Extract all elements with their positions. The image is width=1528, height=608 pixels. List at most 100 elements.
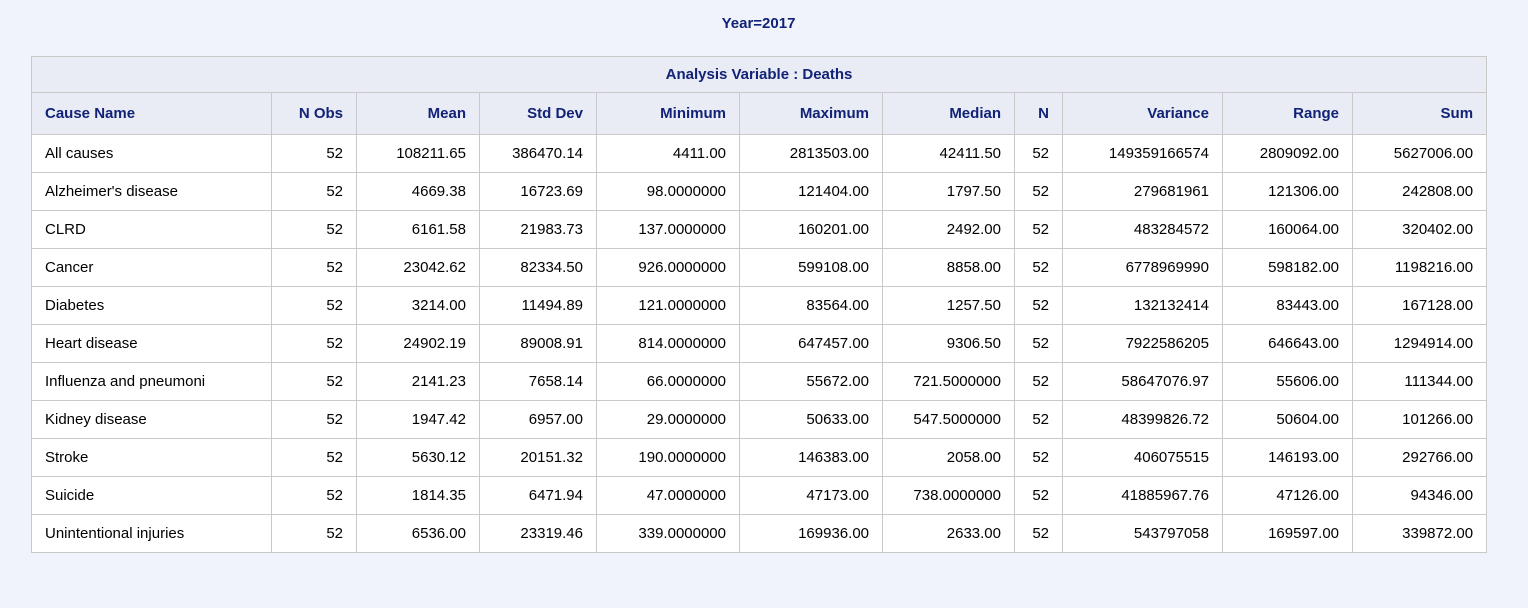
stat-value-cell: 52 xyxy=(272,401,357,439)
table-row: Heart disease5224902.1989008.91814.00000… xyxy=(32,325,1487,363)
col-header-variance: Variance xyxy=(1063,93,1223,135)
stat-value-cell: 339872.00 xyxy=(1353,515,1487,553)
stat-value-cell: 48399826.72 xyxy=(1063,401,1223,439)
proc-means-table: Analysis Variable : Deaths Cause NameN O… xyxy=(31,56,1487,553)
stat-value-cell: 2141.23 xyxy=(357,363,480,401)
sas-results-page: Year=2017 Analysis Variable : Deaths Cau… xyxy=(0,0,1528,608)
stat-value-cell: 111344.00 xyxy=(1353,363,1487,401)
stat-value-cell: 108211.65 xyxy=(357,135,480,173)
stat-value-cell: 160201.00 xyxy=(740,211,883,249)
cause-name-cell: Unintentional injuries xyxy=(32,515,272,553)
stat-value-cell: 47173.00 xyxy=(740,477,883,515)
stat-value-cell: 66.0000000 xyxy=(597,363,740,401)
stat-value-cell: 598182.00 xyxy=(1223,249,1353,287)
stat-value-cell: 547.5000000 xyxy=(883,401,1015,439)
stat-value-cell: 543797058 xyxy=(1063,515,1223,553)
stat-value-cell: 279681961 xyxy=(1063,173,1223,211)
stat-value-cell: 2058.00 xyxy=(883,439,1015,477)
stat-value-cell: 4411.00 xyxy=(597,135,740,173)
table-row: Cancer5223042.6282334.50926.000000059910… xyxy=(32,249,1487,287)
stat-value-cell: 6957.00 xyxy=(480,401,597,439)
table-row: Unintentional injuries526536.0023319.463… xyxy=(32,515,1487,553)
stat-value-cell: 146193.00 xyxy=(1223,439,1353,477)
stat-value-cell: 52 xyxy=(1015,287,1063,325)
stat-value-cell: 52 xyxy=(1015,439,1063,477)
stat-value-cell: 52 xyxy=(1015,515,1063,553)
stat-value-cell: 1257.50 xyxy=(883,287,1015,325)
cause-name-cell: Influenza and pneumoni xyxy=(32,363,272,401)
stat-value-cell: 386470.14 xyxy=(480,135,597,173)
stat-value-cell: 926.0000000 xyxy=(597,249,740,287)
cause-name-cell: Cancer xyxy=(32,249,272,287)
stat-value-cell: 21983.73 xyxy=(480,211,597,249)
stat-value-cell: 52 xyxy=(272,135,357,173)
stat-value-cell: 190.0000000 xyxy=(597,439,740,477)
stat-value-cell: 52 xyxy=(272,325,357,363)
cause-name-cell: Alzheimer's disease xyxy=(32,173,272,211)
col-header-median: Median xyxy=(883,93,1015,135)
stat-value-cell: 82334.50 xyxy=(480,249,597,287)
stat-value-cell: 83443.00 xyxy=(1223,287,1353,325)
stat-value-cell: 814.0000000 xyxy=(597,325,740,363)
stat-value-cell: 83564.00 xyxy=(740,287,883,325)
stat-value-cell: 160064.00 xyxy=(1223,211,1353,249)
column-header-row: Cause NameN ObsMeanStd DevMinimumMaximum… xyxy=(32,93,1487,135)
stat-value-cell: 50633.00 xyxy=(740,401,883,439)
stat-value-cell: 2492.00 xyxy=(883,211,1015,249)
stat-value-cell: 52 xyxy=(272,439,357,477)
col-header-n: N xyxy=(1015,93,1063,135)
stat-value-cell: 242808.00 xyxy=(1353,173,1487,211)
stat-value-cell: 1947.42 xyxy=(357,401,480,439)
stat-value-cell: 24902.19 xyxy=(357,325,480,363)
stat-value-cell: 320402.00 xyxy=(1353,211,1487,249)
stat-value-cell: 42411.50 xyxy=(883,135,1015,173)
table-row: Stroke525630.1220151.32190.0000000146383… xyxy=(32,439,1487,477)
table-row: Kidney disease521947.426957.0029.0000000… xyxy=(32,401,1487,439)
table-row: CLRD526161.5821983.73137.0000000160201.0… xyxy=(32,211,1487,249)
stat-value-cell: 6536.00 xyxy=(357,515,480,553)
col-header-range: Range xyxy=(1223,93,1353,135)
stat-value-cell: 2813503.00 xyxy=(740,135,883,173)
stat-value-cell: 52 xyxy=(1015,477,1063,515)
stat-value-cell: 55672.00 xyxy=(740,363,883,401)
stat-value-cell: 167128.00 xyxy=(1353,287,1487,325)
stat-value-cell: 1198216.00 xyxy=(1353,249,1487,287)
col-header-minimum: Minimum xyxy=(597,93,740,135)
stat-value-cell: 52 xyxy=(1015,401,1063,439)
stat-value-cell: 52 xyxy=(1015,211,1063,249)
stat-value-cell: 121404.00 xyxy=(740,173,883,211)
table-row: All causes52108211.65386470.144411.00281… xyxy=(32,135,1487,173)
table-row: Alzheimer's disease524669.3816723.6998.0… xyxy=(32,173,1487,211)
cause-name-cell: CLRD xyxy=(32,211,272,249)
stat-value-cell: 721.5000000 xyxy=(883,363,1015,401)
stat-value-cell: 47.0000000 xyxy=(597,477,740,515)
stat-value-cell: 137.0000000 xyxy=(597,211,740,249)
stat-value-cell: 55606.00 xyxy=(1223,363,1353,401)
stat-value-cell: 23042.62 xyxy=(357,249,480,287)
caption-row: Analysis Variable : Deaths xyxy=(32,57,1487,93)
stat-value-cell: 9306.50 xyxy=(883,325,1015,363)
stat-value-cell: 50604.00 xyxy=(1223,401,1353,439)
stat-value-cell: 52 xyxy=(272,287,357,325)
stat-value-cell: 52 xyxy=(1015,173,1063,211)
cause-name-cell: All causes xyxy=(32,135,272,173)
stat-value-cell: 6471.94 xyxy=(480,477,597,515)
stat-value-cell: 52 xyxy=(272,173,357,211)
stat-value-cell: 94346.00 xyxy=(1353,477,1487,515)
stat-value-cell: 132132414 xyxy=(1063,287,1223,325)
stat-value-cell: 16723.69 xyxy=(480,173,597,211)
stat-value-cell: 483284572 xyxy=(1063,211,1223,249)
stat-value-cell: 646643.00 xyxy=(1223,325,1353,363)
stat-value-cell: 121.0000000 xyxy=(597,287,740,325)
stat-value-cell: 7922586205 xyxy=(1063,325,1223,363)
byline-title: Year=2017 xyxy=(31,15,1486,32)
stat-value-cell: 58647076.97 xyxy=(1063,363,1223,401)
cause-name-cell: Heart disease xyxy=(32,325,272,363)
stat-value-cell: 52 xyxy=(1015,135,1063,173)
stat-value-cell: 149359166574 xyxy=(1063,135,1223,173)
table-caption: Analysis Variable : Deaths xyxy=(32,57,1487,93)
stat-value-cell: 11494.89 xyxy=(480,287,597,325)
stat-value-cell: 169936.00 xyxy=(740,515,883,553)
col-header-std-dev: Std Dev xyxy=(480,93,597,135)
stat-value-cell: 1294914.00 xyxy=(1353,325,1487,363)
